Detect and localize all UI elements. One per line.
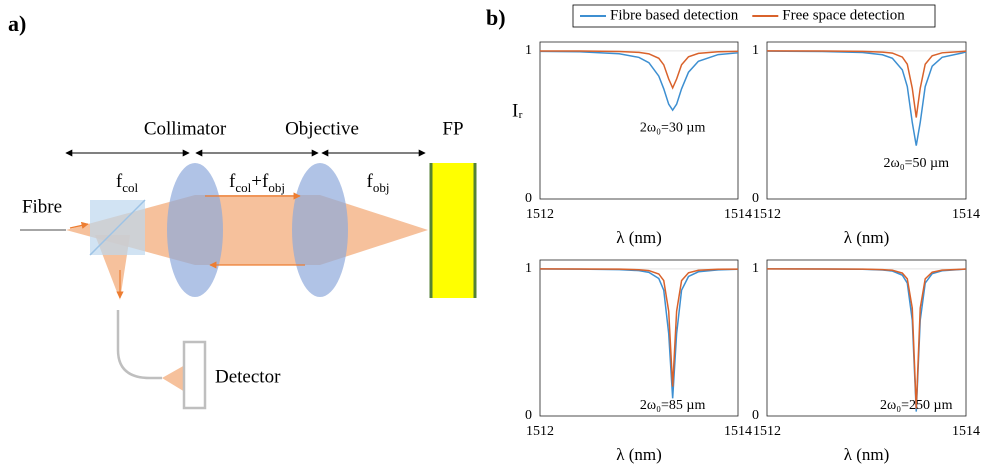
series-line: [766, 50, 967, 118]
y-tick-label: 0: [525, 408, 532, 423]
y-tick-label: 0: [752, 408, 759, 423]
detector-fibre: [116, 310, 162, 380]
y-tick-label: 1: [752, 261, 759, 276]
fabry-perot: [430, 163, 476, 298]
x-tick-label: 1514: [724, 424, 752, 439]
x-tick-label: 1514: [952, 424, 980, 439]
plot-frame: [766, 41, 967, 200]
legend-label: Free space detection: [782, 7, 905, 23]
series-line: [539, 50, 739, 112]
distance-label: fobj: [367, 171, 390, 195]
x-tick-label: 1514: [724, 207, 752, 222]
chart: 0 1 1512 1514 λ (nm) 2ω₀=85 µm: [525, 259, 752, 464]
distance-label: fcol+fobj: [229, 171, 285, 195]
annotation: 2ω₀=30 µm: [640, 120, 706, 135]
legend: Fibre based detection Free space detectio…: [580, 7, 905, 23]
component-label: Detector: [215, 366, 281, 387]
x-axis-label: λ (nm): [844, 445, 890, 464]
detector-box: [182, 340, 207, 410]
series-line: [766, 50, 967, 146]
panel-label: b): [486, 5, 506, 30]
annotation: 2ω₀=50 µm: [884, 156, 950, 171]
y-axis-label: Iᵣ: [512, 100, 523, 121]
component-label: FP: [442, 118, 463, 139]
plot-frame: [539, 259, 739, 417]
symbol: f: [229, 171, 236, 192]
collimator-lens: [167, 163, 223, 297]
plot-area: [767, 260, 966, 416]
y-tick-label: 0: [752, 191, 759, 206]
component-label: Collimator: [144, 118, 227, 139]
plot-area: [540, 42, 738, 199]
symbol: f: [367, 171, 374, 192]
chart: 0 1 1512 1514 λ (nm) 2ω₀=250 µm: [752, 259, 980, 464]
x-axis-label: λ (nm): [844, 228, 890, 247]
symbol: +f: [251, 171, 269, 192]
ray-arrow: [69, 221, 89, 229]
subscript: col: [235, 180, 251, 195]
panel-label: a): [8, 11, 26, 36]
x-tick-label: 1512: [526, 424, 554, 439]
beamsplitter-diagonal: [89, 199, 146, 256]
plot-frame: [539, 41, 739, 200]
plot-area: [767, 42, 966, 199]
plot-frame: [766, 259, 967, 417]
x-axis-label: λ (nm): [616, 228, 662, 247]
y-tick-label: 1: [525, 261, 532, 276]
series-line: [539, 268, 739, 387]
y-tick-label: 1: [525, 43, 532, 58]
annotation: 2ω₀=250 µm: [880, 398, 953, 413]
component-label: Objective: [285, 118, 359, 139]
y-tick-label: 1: [752, 43, 759, 58]
x-tick-label: 1512: [753, 424, 781, 439]
distance-labels: fcol fcol+fobj fobj: [116, 171, 390, 195]
symbol: f: [116, 171, 123, 192]
chart: 0 1 1512 1514 λ (nm) Iᵣ 2ω₀=30 µm: [512, 41, 752, 247]
x-tick-label: 1512: [753, 207, 781, 222]
subscript: obj: [268, 180, 285, 195]
objective-lens: [292, 163, 348, 297]
distance-label: fcol: [116, 171, 139, 195]
x-tick-label: 1512: [526, 207, 554, 222]
subscript: col: [122, 180, 138, 195]
series-line: [540, 50, 739, 90]
chart: 0 1 1512 1514 λ (nm) 2ω₀=50 µm: [752, 41, 980, 247]
component-label: Fibre: [22, 196, 62, 217]
x-axis-label: λ (nm): [616, 445, 662, 464]
annotation: 2ω₀=85 µm: [640, 398, 706, 413]
legend-label: Fibre based detection: [610, 7, 739, 23]
detector-beam: [162, 365, 185, 392]
x-tick-label: 1514: [952, 207, 980, 222]
series-line: [766, 268, 967, 409]
diagram: [20, 149, 477, 410]
y-tick-label: 0: [525, 191, 532, 206]
plot-area: [540, 260, 738, 416]
subscript: obj: [373, 180, 390, 195]
